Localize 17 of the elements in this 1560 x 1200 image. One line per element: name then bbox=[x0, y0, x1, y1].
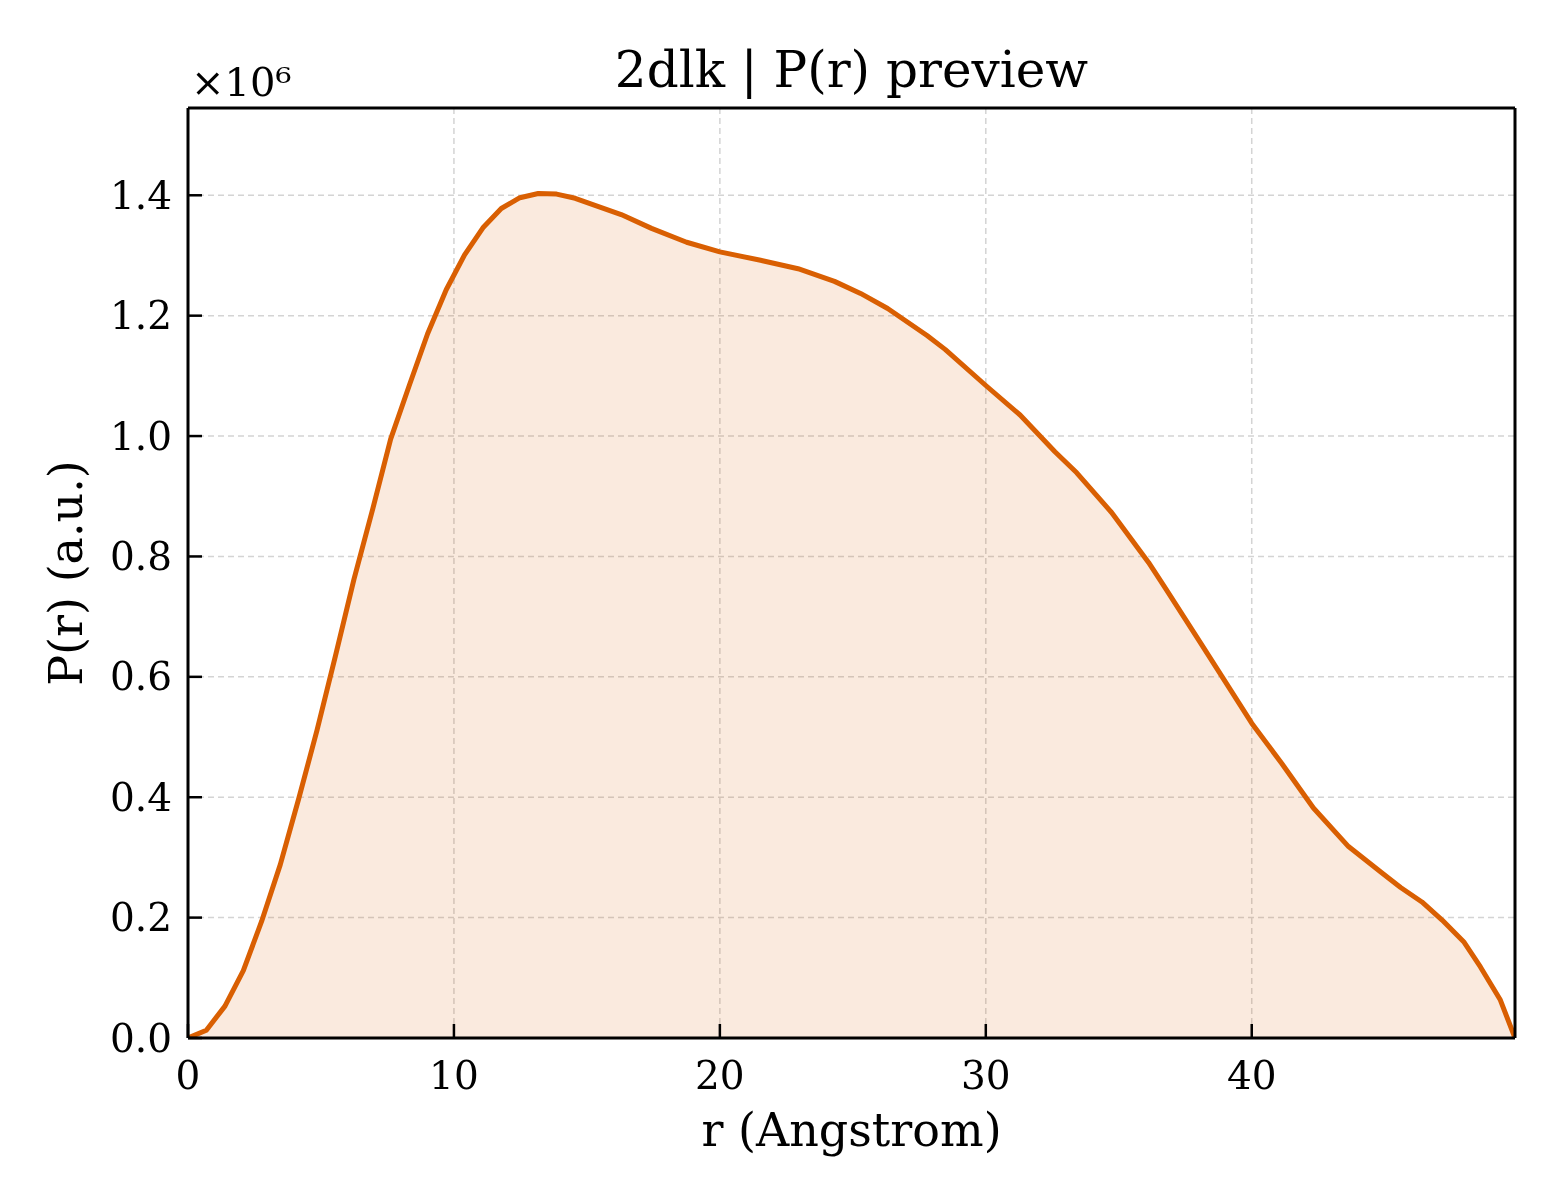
y-tick-label: 0.8 bbox=[109, 533, 172, 579]
y-tick-label: 0.0 bbox=[109, 1015, 172, 1061]
x-tick-label: 10 bbox=[429, 1052, 479, 1098]
x-tick-label: 40 bbox=[1226, 1052, 1277, 1098]
y-tick-label: 0.6 bbox=[109, 654, 172, 700]
x-axis-title: r (Angstrom) bbox=[701, 1103, 1002, 1157]
x-tick-label: 0 bbox=[175, 1052, 201, 1098]
y-tick-label: 1.4 bbox=[109, 172, 172, 218]
x-tick-label: 30 bbox=[960, 1052, 1011, 1098]
y-axis-title: P(r) (a.u.) bbox=[39, 460, 93, 686]
y-tick-label: 0.4 bbox=[109, 774, 172, 820]
y-tick-label: 1.0 bbox=[109, 413, 172, 459]
y-tick-label: 0.2 bbox=[109, 895, 172, 941]
x-tick-label: 20 bbox=[695, 1052, 745, 1098]
y-tick-label: 1.2 bbox=[109, 293, 172, 339]
chart-title: 2dlk | P(r) preview bbox=[614, 41, 1089, 99]
text: ×10⁶ bbox=[191, 59, 292, 105]
